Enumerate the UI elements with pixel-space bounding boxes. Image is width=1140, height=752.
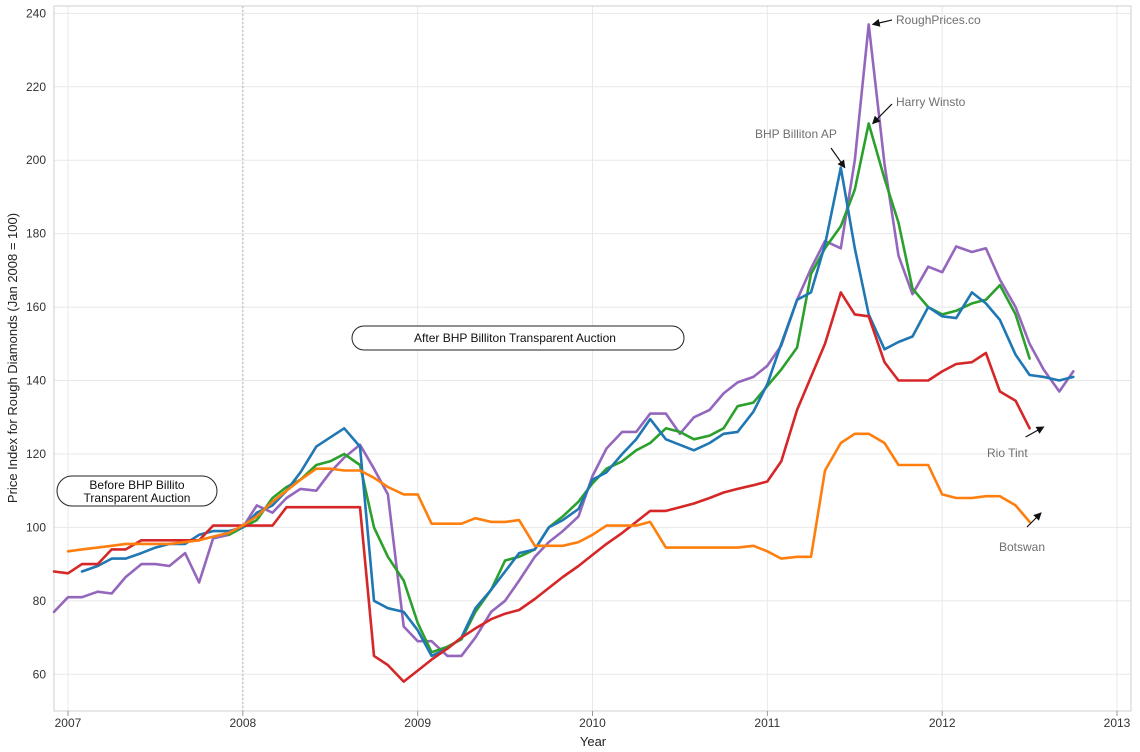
before-auction-box: Before BHP Billito Transparent Auction bbox=[56, 475, 218, 507]
x-tick-label: 2011 bbox=[754, 716, 780, 730]
y-tick-label: 200 bbox=[26, 153, 46, 167]
x-tick-label: 2009 bbox=[404, 716, 431, 730]
series-1 bbox=[227, 122, 1031, 654]
y-axis-title: Price Index for Rough Diamonds (Jan 2008… bbox=[5, 213, 20, 503]
series-line bbox=[80, 166, 1075, 658]
series-4 bbox=[66, 432, 1031, 560]
x-tick-label: 2010 bbox=[579, 716, 606, 730]
series-line bbox=[52, 291, 1031, 683]
y-axis-ticks: 60 80 100 120 140 160 180 200 220 240 bbox=[26, 6, 46, 681]
y-tick-label: 160 bbox=[26, 300, 46, 314]
x-axis-ticks: 2007 2008 2009 2010 2011 2012 2013 bbox=[55, 711, 1131, 730]
annotation-layer: RoughPrices.co Harry Winsto BHP Billiton A… bbox=[755, 13, 1045, 554]
y-tick-label: 120 bbox=[26, 447, 46, 461]
series-annotation-label: Harry Winsto bbox=[896, 95, 966, 109]
series-3 bbox=[52, 291, 1031, 683]
series-annotation-label: BHP Billiton AP bbox=[755, 127, 837, 141]
x-tick-label: 2008 bbox=[229, 716, 256, 730]
series-line bbox=[66, 432, 1031, 560]
series-line bbox=[227, 122, 1031, 654]
x-tick-label: 2012 bbox=[929, 716, 956, 730]
annotation-arrow bbox=[872, 103, 893, 125]
before-box-line-2: Transparent Auction bbox=[84, 491, 191, 505]
x-tick-label: 2013 bbox=[1104, 716, 1131, 730]
y-tick-label: 80 bbox=[33, 594, 47, 608]
y-tick-label: 180 bbox=[26, 227, 46, 241]
x-tick-label: 2007 bbox=[55, 716, 82, 730]
annotation-arrow bbox=[830, 147, 846, 169]
y-tick-label: 240 bbox=[26, 6, 46, 20]
annotation-arrow bbox=[1025, 426, 1045, 438]
annotation-arrow bbox=[871, 18, 893, 27]
grid bbox=[54, 6, 1131, 711]
series-annotation-label: RoughPrices.co bbox=[896, 13, 981, 27]
before-box-line-1: Before BHP Billito bbox=[89, 478, 184, 492]
after-auction-box: After BHP Billiton Transparent Auction bbox=[351, 325, 685, 351]
series-line bbox=[52, 23, 1075, 658]
series-0 bbox=[52, 23, 1075, 658]
series-2 bbox=[80, 166, 1075, 658]
y-tick-label: 140 bbox=[26, 374, 46, 388]
y-tick-label: 220 bbox=[26, 80, 46, 94]
y-tick-label: 100 bbox=[26, 520, 46, 534]
after-box-text: After BHP Billiton Transparent Auction bbox=[414, 331, 616, 345]
x-axis-title: Year bbox=[580, 734, 607, 749]
annotation-arrow bbox=[1026, 512, 1042, 528]
series-annotation-label: Rio Tint bbox=[987, 446, 1028, 460]
series-annotation-label: Botswan bbox=[999, 540, 1045, 554]
series-layer bbox=[52, 23, 1075, 683]
y-tick-label: 60 bbox=[33, 667, 47, 681]
